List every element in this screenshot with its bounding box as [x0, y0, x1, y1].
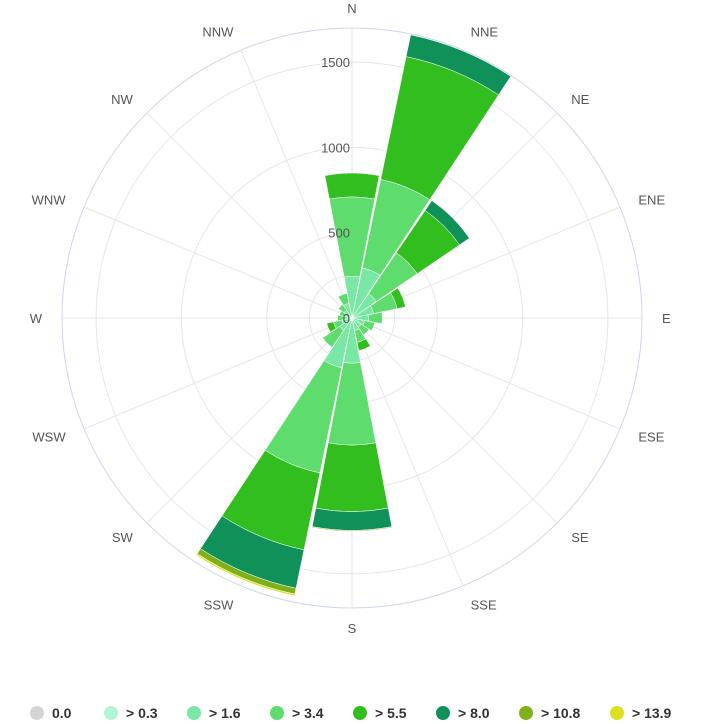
legend-label: > 3.4 [292, 705, 324, 721]
direction-label-NW: NW [111, 92, 133, 107]
bar-N-5.5 [324, 172, 380, 200]
legend: 0.0 > 0.3 > 1.6 > 3.4 > 5.5 > 8.0 > 10.8 > 13.9 [0, 700, 707, 724]
radial-tick-0: 0 [343, 311, 350, 326]
direction-label-S: S [348, 621, 357, 636]
direction-label-ESE: ESE [638, 430, 664, 445]
legend-label: > 1.6 [209, 705, 241, 721]
legend-item[interactable]: > 10.8 [519, 703, 580, 723]
legend-swatch [436, 706, 450, 720]
direction-label-SW: SW [112, 530, 134, 545]
grid-spoke [351, 317, 558, 524]
legend-swatch [353, 706, 367, 720]
bar-ESE-3.4 [362, 320, 376, 332]
legend-item[interactable]: > 13.9 [610, 703, 671, 723]
grid-spoke [83, 317, 353, 430]
direction-label-N: N [347, 1, 356, 16]
direction-labels: N NNE NE ENE E ESE SE SSE S SSW SW WSW W WNW NW NNW [30, 1, 671, 636]
direction-label-NE: NE [571, 92, 589, 107]
legend-item[interactable]: > 8.0 [436, 703, 490, 723]
radial-tick-500: 500 [328, 226, 350, 241]
direction-label-NNE: NNE [471, 25, 499, 40]
legend-label: 0.0 [52, 705, 72, 721]
bar-NNW-3.4 [337, 292, 350, 306]
direction-label-NNW: NNW [202, 25, 234, 40]
legend-swatch [270, 706, 284, 720]
legend-label: > 0.3 [126, 705, 158, 721]
bar-S-5.5 [315, 442, 389, 512]
legend-item[interactable]: > 0.3 [104, 703, 158, 723]
grid-spoke [146, 112, 353, 319]
direction-label-E: E [662, 311, 671, 326]
bar-SSW-13.9 [195, 553, 296, 597]
direction-label-WSW: WSW [32, 430, 66, 445]
legend-item[interactable]: 0.0 [30, 703, 71, 723]
bar-S-10.8 [311, 526, 393, 532]
grid-spoke [351, 317, 464, 587]
grid-spoke [83, 206, 353, 319]
legend-label: > 13.9 [632, 705, 672, 721]
bar-S-8.0 [311, 507, 393, 531]
direction-label-W: W [30, 311, 43, 326]
bar-NW-3.4 [338, 304, 347, 313]
grid-spoke [146, 317, 353, 524]
legend-swatch [104, 706, 118, 720]
legend-item[interactable]: > 5.5 [353, 703, 407, 723]
bar-SW-3.4 [322, 326, 344, 348]
legend-item[interactable]: > 1.6 [187, 703, 241, 723]
legend-label: > 8.0 [458, 705, 490, 721]
bar-NNE-8.0 [405, 34, 512, 96]
bar-E-3.4 [368, 312, 383, 324]
bar-NE-8.0 [424, 200, 470, 246]
direction-label-WNW: WNW [32, 192, 67, 207]
direction-label-SSW: SSW [204, 597, 234, 612]
radial-tick-1500: 1500 [321, 55, 350, 70]
grid-spoke [240, 49, 353, 319]
direction-label-ENE: ENE [638, 192, 665, 207]
wind-bars [195, 34, 512, 597]
wind-rose-chart: N NNE NE ENE E ESE SE SSE S SSW SW WSW W WNW NW NNW 0 50… [30, 1, 671, 636]
bar-WSW-5.5 [326, 321, 337, 333]
bar-ENE-5.5 [390, 287, 406, 309]
legend-label: > 5.5 [375, 705, 407, 721]
legend-swatch [187, 706, 201, 720]
legend-item[interactable]: > 3.4 [270, 703, 324, 723]
legend-swatch [30, 706, 44, 720]
direction-label-SSE: SSE [471, 597, 497, 612]
grid-spoke [351, 317, 621, 430]
bar-SSE-5.5 [356, 338, 371, 352]
direction-label-SE: SE [571, 530, 589, 545]
radial-tick-labels: 0 500 1000 1500 [321, 55, 350, 326]
radial-tick-1000: 1000 [321, 140, 350, 155]
bar-SE-3.4 [357, 323, 370, 336]
legend-swatch [519, 706, 533, 720]
legend-swatch [610, 706, 624, 720]
legend-label: > 10.8 [541, 705, 581, 721]
bar-W-3.4 [337, 314, 344, 322]
